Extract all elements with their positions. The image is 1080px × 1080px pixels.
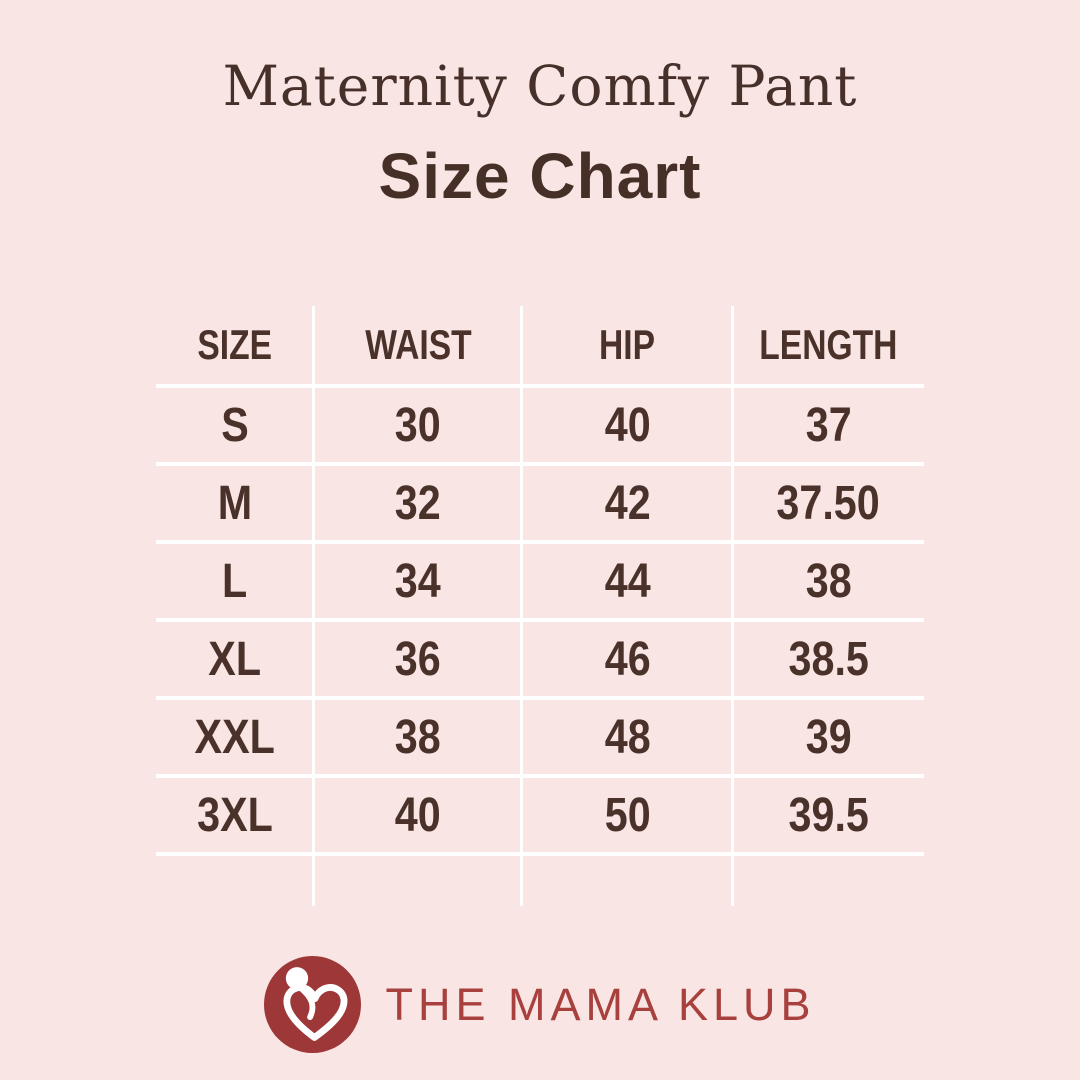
waist-value: 32: [395, 476, 441, 530]
column-header-length: LENGTH: [733, 306, 924, 384]
cell-hip: 40: [522, 388, 733, 462]
table-header-row: SIZE WAIST HIP LENGTH: [156, 306, 924, 384]
cell-length: 38: [733, 544, 924, 618]
table-vertical-divider: [520, 306, 523, 906]
column-header-hip-label: HIP: [599, 321, 656, 368]
cell-hip: 50: [522, 778, 733, 852]
page-title: Size Chart: [378, 139, 702, 212]
size-table: SIZE WAIST HIP LENGTH S 30 40 37 M 32 42…: [156, 306, 924, 906]
cell-size: 3XL: [156, 778, 314, 852]
length-value: 39.5: [788, 788, 869, 842]
product-title: Maternity Comfy Pant: [222, 54, 858, 118]
waist-value: 30: [395, 398, 441, 452]
hip-value: 40: [604, 398, 651, 452]
cell-hip: 44: [522, 544, 733, 618]
cell-waist: 32: [314, 466, 522, 540]
hip-value: 42: [604, 476, 651, 530]
cell-waist: 38: [314, 700, 522, 774]
column-header-waist: WAIST: [314, 306, 522, 384]
hip-value: 44: [604, 554, 651, 608]
column-header-waist-label: WAIST: [364, 321, 472, 368]
column-header-size-label: SIZE: [197, 321, 273, 368]
cell-waist: 30: [314, 388, 522, 462]
waist-value: 36: [395, 632, 441, 686]
hip-value: 46: [604, 632, 651, 686]
cell-length: 39.5: [733, 778, 924, 852]
cell-waist: 34: [314, 544, 522, 618]
table-row-l: L 34 44 38: [156, 540, 924, 618]
table-row-3xl: 3XL 40 50 39.5: [156, 774, 924, 852]
brand-name: THE MAMA KLUB: [385, 978, 816, 1030]
cell-hip: 48: [522, 700, 733, 774]
table-vertical-divider: [731, 306, 734, 906]
column-header-length-label: LENGTH: [759, 321, 898, 368]
cell-size: M: [156, 466, 314, 540]
waist-value: 38: [395, 710, 441, 764]
size-value: XXL: [194, 710, 276, 764]
cell-size: XL: [156, 622, 314, 696]
cell-size: L: [156, 544, 314, 618]
hip-value: 50: [604, 788, 651, 842]
column-header-hip: HIP: [522, 306, 733, 384]
length-value: 39: [805, 710, 852, 764]
cell-size: XXL: [156, 700, 314, 774]
size-value: XL: [208, 632, 262, 686]
length-value: 38: [805, 554, 852, 608]
cell-size: S: [156, 388, 314, 462]
table-row-s: S 30 40 37: [156, 384, 924, 462]
waist-value: 40: [395, 788, 441, 842]
cell-length: 37: [733, 388, 924, 462]
size-value: L: [222, 554, 248, 608]
length-value: 37: [805, 398, 852, 452]
title-block: Maternity Comfy Pant Size Chart: [0, 0, 1080, 211]
size-value: M: [217, 476, 253, 530]
cell-waist: 40: [314, 778, 522, 852]
length-value: 38.5: [788, 632, 869, 686]
hip-value: 48: [604, 710, 651, 764]
table-row-xl: XL 36 46 38.5: [156, 618, 924, 696]
cell-length: 38.5: [733, 622, 924, 696]
waist-value: 34: [395, 554, 441, 608]
mother-heart-icon: [264, 956, 362, 1053]
table-vertical-divider: [312, 306, 315, 906]
cell-length: 39: [733, 700, 924, 774]
size-value: S: [221, 398, 249, 452]
brand-footer: THE MAMA KLUB: [0, 956, 1080, 1053]
table-row-xxl: XXL 38 48 39: [156, 696, 924, 774]
size-value: 3XL: [197, 788, 273, 842]
column-header-size: SIZE: [156, 306, 314, 384]
length-value: 37.50: [776, 476, 881, 530]
cell-hip: 42: [522, 466, 733, 540]
cell-length: 37.50: [733, 466, 924, 540]
cell-hip: 46: [522, 622, 733, 696]
table-row-m: M 32 42 37.50: [156, 462, 924, 540]
cell-waist: 36: [314, 622, 522, 696]
